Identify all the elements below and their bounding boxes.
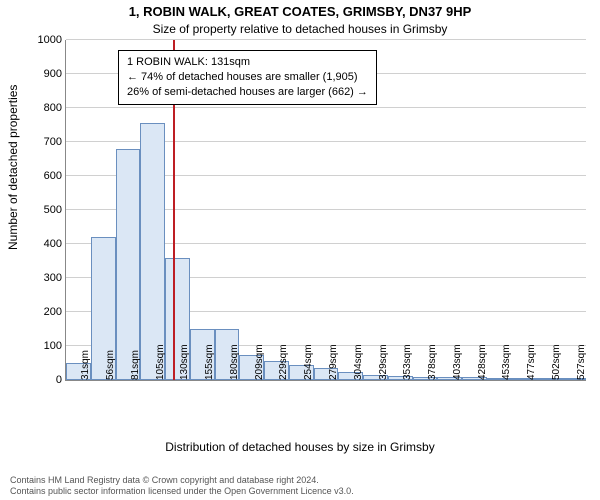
annotation-line-1: 1 ROBIN WALK: 131sqm [127, 55, 368, 70]
chart-area: 0100200300400500600700800900100031sqm56s… [65, 40, 585, 380]
y-tick-label: 700 [44, 136, 66, 148]
x-tick-label: 31sqm [78, 350, 91, 380]
x-tick-label: 130sqm [177, 344, 190, 380]
x-tick-label: 527sqm [574, 344, 587, 380]
figure-title-line2: Size of property relative to detached ho… [0, 22, 600, 36]
y-tick-label: 600 [44, 170, 66, 182]
y-axis-label: Number of detached properties [6, 85, 20, 250]
y-tick-label: 1000 [38, 34, 66, 46]
annotation-box: 1 ROBIN WALK: 131sqm← 74% of detached ho… [118, 50, 377, 105]
figure-container: 1, ROBIN WALK, GREAT COATES, GRIMSBY, DN… [0, 0, 600, 500]
x-tick-label: 353sqm [400, 344, 413, 380]
y-tick-label: 800 [44, 102, 66, 114]
x-tick-label: 56sqm [103, 350, 116, 380]
y-tick-label: 0 [56, 374, 66, 386]
x-tick-label: 428sqm [475, 344, 488, 380]
x-tick-label: 81sqm [128, 350, 141, 380]
y-tick-label: 100 [44, 340, 66, 352]
gridline [66, 107, 586, 108]
y-tick-label: 900 [44, 68, 66, 80]
x-tick-label: 254sqm [301, 344, 314, 380]
histogram-bar [140, 123, 165, 380]
x-tick-label: 304sqm [351, 344, 364, 380]
x-tick-label: 502sqm [549, 344, 562, 380]
x-tick-label: 403sqm [450, 344, 463, 380]
annotation-line-2: ← 74% of detached houses are smaller (1,… [127, 70, 368, 85]
x-tick-label: 279sqm [326, 344, 339, 380]
footer-line-2: Contains public sector information licen… [10, 486, 590, 498]
gridline [66, 39, 586, 40]
x-tick-label: 229sqm [276, 344, 289, 380]
x-axis-caption: Distribution of detached houses by size … [0, 440, 600, 454]
x-tick-label: 180sqm [227, 344, 240, 380]
footer-line-1: Contains HM Land Registry data © Crown c… [10, 475, 590, 487]
x-tick-label: 105sqm [153, 344, 166, 380]
y-tick-label: 200 [44, 306, 66, 318]
x-tick-label: 378sqm [425, 344, 438, 380]
x-tick-label: 329sqm [376, 344, 389, 380]
y-tick-label: 300 [44, 272, 66, 284]
y-tick-label: 500 [44, 204, 66, 216]
x-tick-label: 453sqm [499, 344, 512, 380]
x-tick-label: 209sqm [252, 344, 265, 380]
y-tick-label: 400 [44, 238, 66, 250]
figure-title-line1: 1, ROBIN WALK, GREAT COATES, GRIMSBY, DN… [0, 4, 600, 19]
x-tick-label: 477sqm [524, 344, 537, 380]
histogram-bar [116, 149, 141, 380]
plot-area: 0100200300400500600700800900100031sqm56s… [65, 40, 586, 381]
x-tick-label: 155sqm [202, 344, 215, 380]
annotation-line-3: 26% of semi-detached houses are larger (… [127, 85, 368, 100]
figure-footer: Contains HM Land Registry data © Crown c… [10, 475, 590, 498]
